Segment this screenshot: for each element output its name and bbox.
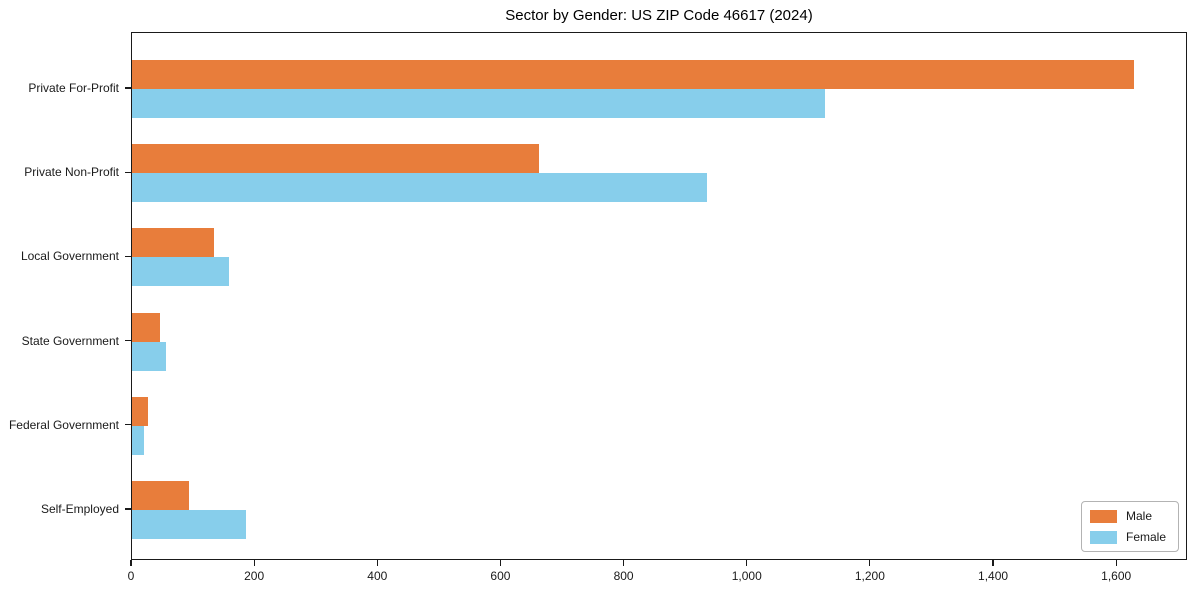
legend-entry-female: Female	[1089, 530, 1166, 544]
y-tick-mark	[125, 508, 131, 510]
x-tick-mark	[499, 560, 502, 566]
bar-female-4	[132, 341, 166, 371]
legend-entry-male: Male	[1089, 509, 1166, 523]
x-tick-mark	[130, 560, 132, 566]
x-tick-mark	[253, 560, 255, 566]
x-tick-label: 1,000	[731, 569, 762, 583]
x-tick-mark	[992, 560, 994, 566]
category-label: Local Government	[20, 249, 119, 264]
x-tick-label: 1,200	[854, 569, 885, 583]
x-tick-mark	[622, 560, 625, 566]
bar-female-6	[132, 510, 246, 540]
legend-label-male: Male	[1125, 509, 1152, 523]
bar-female-1	[132, 89, 826, 118]
y-tick-mark	[125, 87, 131, 89]
category-label: Federal Government	[8, 417, 119, 432]
legend-swatch-male-icon	[1089, 509, 1117, 523]
bar-female-2	[132, 173, 708, 203]
bar-male-4	[132, 312, 160, 342]
x-tick-label: 200	[244, 569, 265, 583]
bar-male-6	[132, 481, 190, 511]
legend: Male Female	[1080, 501, 1179, 552]
bar-male-3	[132, 228, 214, 258]
bar-male-5	[132, 396, 148, 426]
x-tick-label: 600	[490, 569, 511, 583]
plot-area: Male Female	[131, 32, 1187, 560]
x-axis: 0 200 400 600 800 1,000 1,200 1,400 1,600	[127, 560, 1187, 598]
x-tick-mark	[1115, 560, 1117, 566]
x-tick-label: 800	[613, 569, 634, 583]
y-tick-mark	[125, 171, 131, 173]
x-tick-label: 1,600	[1101, 569, 1132, 583]
y-tick-mark	[125, 255, 131, 257]
x-tick-label: 400	[367, 569, 388, 583]
x-tick-label: 1,400	[978, 569, 1009, 583]
x-tick-mark	[746, 560, 748, 566]
chart-title: Sector by Gender: US ZIP Code 46617 (202…	[505, 7, 813, 24]
bar-male-1	[132, 60, 1134, 89]
category-label: Self-Employed	[40, 502, 119, 517]
x-tick-label: 0	[127, 569, 135, 583]
category-label: Private Non-Profit	[24, 165, 119, 180]
x-tick-mark	[376, 560, 378, 566]
legend-swatch-female-icon	[1089, 530, 1117, 544]
y-tick-mark	[125, 340, 131, 342]
x-tick-mark	[869, 560, 871, 566]
bar-female-3	[132, 257, 230, 287]
y-axis: Private For-Profit Private Non-Profit Loca…	[0, 32, 131, 560]
bar-female-5	[132, 425, 144, 455]
bar-male-2	[132, 144, 539, 174]
category-label: State Government	[21, 333, 119, 348]
y-tick-mark	[125, 424, 131, 426]
legend-label-female: Female	[1125, 530, 1166, 544]
category-label: Private For-Profit	[28, 81, 119, 95]
